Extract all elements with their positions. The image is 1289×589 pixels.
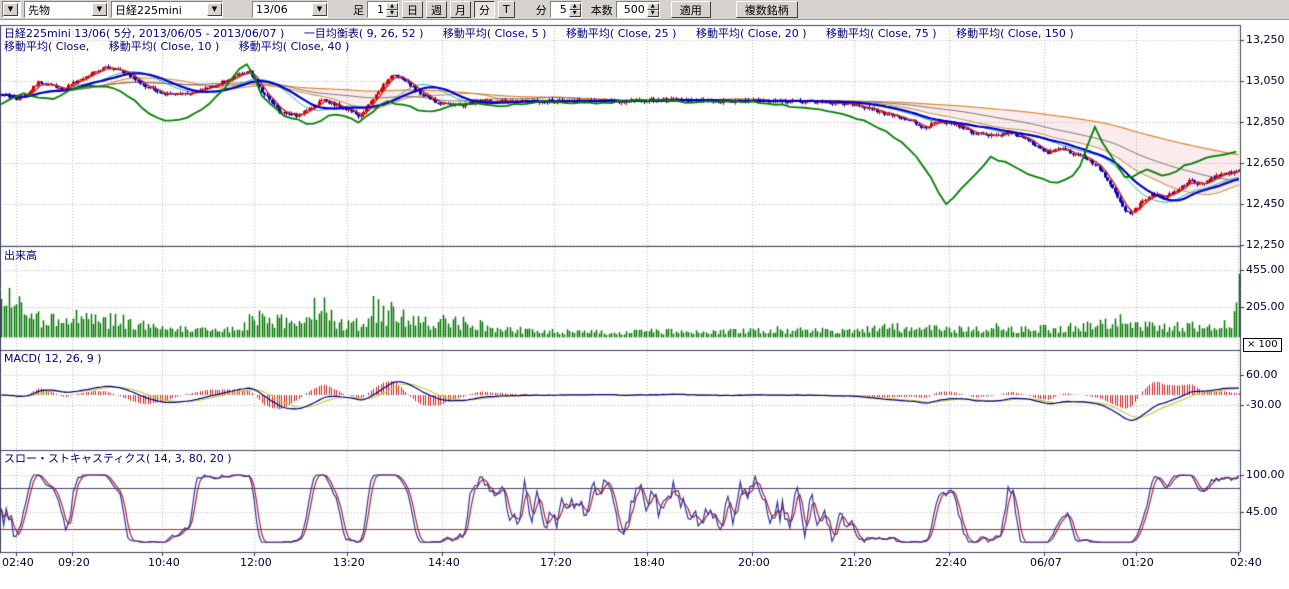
minute-unit-label: 分 [535,3,547,17]
spin-down-icon[interactable]: ▼ [646,9,659,17]
contract-month-value: 13/06 [256,3,288,16]
time-axis-label: 22:40 [935,556,967,569]
spin-up-icon[interactable]: ▲ [568,2,581,10]
apply-button[interactable]: 適用 [670,1,711,18]
y-axis-label: 455.00 [1246,263,1285,276]
symbol-select[interactable]: 日経225mini ▼ [111,1,223,18]
time-axis-label: 14:40 [428,556,460,569]
y-axis-label: 12,650 [1246,156,1285,169]
minute-value-spinner[interactable]: 5 ▲ ▼ [549,1,582,18]
bar-count-label: 本数 [590,3,613,17]
time-axis-label: 06/07 [1030,556,1062,569]
bar-type-label: 足 [353,3,364,17]
indicator-label-ma10: 移動平均( Close, 10 ) [108,40,220,53]
y-axis-label: 45.00 [1246,505,1278,518]
stochastics-panel-label: スロー・ストキャスティクス( 14, 3, 80, 20 ) [4,452,232,465]
time-axis-label: 01:20 [1122,556,1154,569]
bar-interval-spinner[interactable]: 1 ▲ ▼ [367,1,399,18]
spin-down-icon[interactable]: ▼ [386,9,398,17]
spin-down-icon[interactable]: ▼ [568,9,581,17]
bar-count-spinner[interactable]: 500 ▲ ▼ [615,1,660,18]
symbol-select-value: 日経225mini [115,3,182,17]
indicator-label-ma20: 移動平均( Close, 20 ) [695,27,807,40]
time-axis-label: 18:40 [633,556,665,569]
bar-interval-value[interactable]: 1 [377,3,384,16]
category-select[interactable]: 先物 ▼ [24,1,108,18]
spin-up-icon[interactable]: ▲ [386,2,398,10]
indicator-label-ma75: 移動平均( Close, 75 ) [826,27,937,40]
y-axis-label: 13,250 [1246,33,1285,46]
period-minute-button[interactable]: 分 [474,1,495,18]
y-axis-label: 60.00 [1246,368,1278,381]
price-panel-header-line1: 日経225mini 13/06( 5分, 2013/06/05 - 2013/0… [4,27,1090,40]
volume-unit-badge: × 100 [1243,338,1282,352]
time-axis-label: 02:40 [1230,556,1262,569]
time-axis-label: 13:20 [333,556,365,569]
y-axis-label: 12,450 [1246,197,1285,210]
y-axis-label: 100.00 [1246,468,1285,481]
minute-value[interactable]: 5 [559,3,567,16]
toolbar: ▼ 先物 ▼ 日経225mini ▼ 13/06 ▼ 足 1 ▲ ▼ 日 週 月 … [0,0,1289,20]
indicator-label-ma-close: 移動平均( Close, [4,40,90,53]
y-axis-label: 12,250 [1246,238,1285,251]
indicator-label-ma40: 移動平均( Close, 40 ) [238,40,350,53]
time-axis-label: 17:20 [540,556,572,569]
tick-button[interactable]: T [498,1,515,18]
time-axis-label: 10:40 [148,556,180,569]
indicator-label-ma25: 移動平均( Close, 25 ) [565,27,677,40]
indicator-label-ma150: 移動平均( Close, 150 ) [956,27,1074,40]
y-axis-label: -30.00 [1246,398,1282,411]
y-axis-label: 12,850 [1246,115,1285,128]
chevron-down-icon: ▼ [207,3,222,16]
y-axis-label: 205.00 [1246,300,1285,313]
period-week-button[interactable]: 週 [426,1,447,18]
indicator-label-ichimoku: 一目均衡表( 9, 26, 52 ) [303,27,424,40]
volume-panel-label: 出来高 [4,249,37,262]
y-axis-label: 13,050 [1246,74,1285,87]
period-day-button[interactable]: 日 [402,1,423,18]
time-axis-label: 12:00 [240,556,272,569]
price-panel-header-line2: 移動平均( Close, 移動平均( Close, 10 ) 移動平均( Clo… [4,40,365,53]
multi-symbol-button[interactable]: 複数銘柄 [735,1,798,18]
macd-panel-label: MACD( 12, 26, 9 ) [4,352,102,365]
period-month-button[interactable]: 月 [450,1,471,18]
time-axis-label: 09:20 [58,556,90,569]
chevron-down-icon: ▼ [92,3,107,16]
category-select-value: 先物 [28,3,50,17]
time-axis-label: 02:40 [2,556,34,569]
indicator-label-ma5: 移動平均( Close, 5 ) [442,27,547,40]
contract-month-select[interactable]: 13/06 ▼ [252,1,328,18]
time-axis-label: 20:00 [738,556,770,569]
chart-title: 日経225mini 13/06( 5分, 2013/06/05 - 2013/0… [4,27,285,40]
time-axis-label: 21:20 [840,556,872,569]
bar-count-value[interactable]: 500 [623,3,645,16]
window-menu-dropdown[interactable]: ▼ [2,1,21,18]
chevron-down-icon: ▼ [312,3,327,16]
chevron-down-icon: ▼ [3,3,18,16]
spin-up-icon[interactable]: ▲ [646,2,659,10]
